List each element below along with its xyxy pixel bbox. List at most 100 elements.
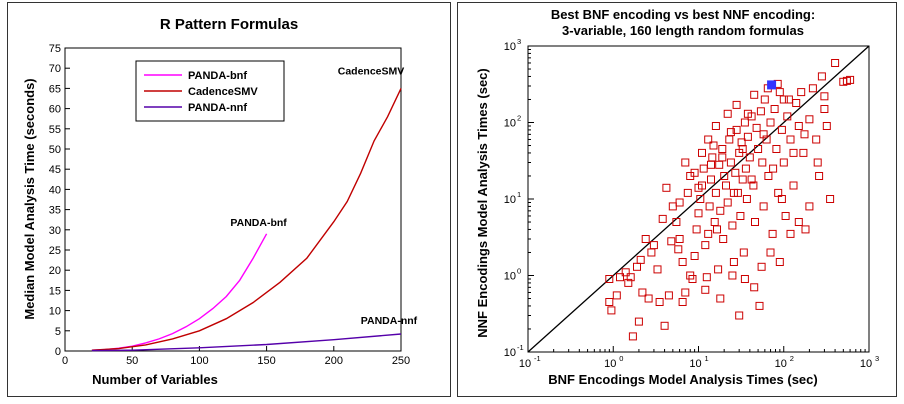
scatter-point	[699, 164, 708, 173]
y-tick-exponent: 3	[517, 37, 521, 46]
scatter-point	[667, 237, 676, 246]
scatter-point	[621, 268, 630, 277]
scatter-point	[794, 218, 803, 226]
x-tick-label: 250	[392, 355, 410, 367]
y-tick-label: 65	[49, 83, 61, 95]
x-tick-exponent: 1	[705, 354, 709, 363]
scatter-point	[752, 123, 761, 132]
scatter-point	[638, 288, 647, 297]
scatter-point	[831, 59, 840, 67]
scatter-point	[707, 175, 715, 184]
y-axis-label: Median Model Analysis Time (seconds)	[22, 78, 37, 319]
scatter-point	[751, 218, 759, 226]
scatter-point	[779, 158, 788, 167]
scatter-point	[634, 317, 643, 326]
scatter-point	[686, 271, 695, 280]
scatter-point	[783, 112, 792, 121]
scatter-point	[750, 90, 759, 99]
y-tick-label: 15	[49, 285, 61, 297]
y-tick-label: 5	[55, 326, 61, 338]
y-tick-label: 35	[49, 205, 61, 217]
y-tick-exponent: 2	[517, 114, 521, 123]
y-tick-label: 20	[49, 265, 61, 277]
scatter-point	[725, 135, 734, 144]
scatter-point	[723, 198, 732, 207]
x-tick-label: 100	[190, 355, 208, 367]
scatter-point	[732, 100, 741, 109]
y-tick-label: 55	[49, 124, 61, 136]
scatter-point	[792, 99, 801, 107]
scatter-point	[633, 262, 641, 271]
x-tick-label: 10	[519, 358, 531, 370]
legend-entry: PANDA-nnf	[188, 102, 247, 114]
scatter-point	[726, 158, 735, 167]
y-tick-label: 10	[504, 41, 516, 53]
scatter-point	[739, 248, 748, 257]
scatter-point	[705, 202, 714, 211]
x-tick-exponent: 3	[875, 354, 879, 363]
y-axis-label: NNF Encodings Model Analysis Times (sec)	[475, 68, 490, 337]
legend-entry: CadenceSMV	[188, 86, 258, 98]
scatter-point	[647, 248, 656, 257]
scatter-point	[820, 105, 829, 113]
scatter-point	[745, 153, 754, 162]
scatter-point	[740, 275, 749, 283]
y-tick-label: 10	[49, 306, 61, 318]
scatter-point	[759, 130, 768, 139]
scatter-point	[628, 332, 637, 341]
scatter-point	[815, 172, 824, 180]
scatter-point	[738, 175, 747, 184]
scatter-point	[704, 229, 713, 238]
scatter-point	[808, 84, 817, 93]
series-end-label: PANDA-nnf	[361, 315, 418, 327]
scatter-point	[658, 214, 667, 223]
y-tick-exponent: -1	[517, 343, 524, 352]
scatter-point	[711, 122, 720, 130]
scatter-point	[675, 235, 684, 243]
scatter-point	[755, 301, 764, 310]
scatter-point	[781, 212, 790, 220]
y-tick-label: 75	[49, 43, 61, 55]
scatter-point	[777, 125, 786, 134]
y-tick-label: 10	[504, 347, 516, 359]
scatter-point	[784, 95, 793, 104]
series-end-label: PANDA-bnf	[230, 217, 287, 229]
scatter-point	[729, 188, 738, 197]
scatter-point	[766, 248, 775, 257]
x-tick-exponent: -1	[534, 354, 541, 363]
scatter-point	[690, 168, 699, 177]
scatter-point	[749, 181, 758, 190]
scatter-point	[736, 212, 745, 220]
scatter-point	[846, 75, 855, 84]
scatter-point	[779, 95, 788, 104]
scatter-point	[733, 188, 742, 197]
right-chart-panel: Best BNF encoding vs best NNF encoding: …	[457, 2, 897, 397]
scatter-point	[728, 271, 737, 280]
scatter-point	[702, 273, 711, 282]
scatter-point	[789, 148, 798, 157]
scatter-point	[728, 221, 737, 230]
scatter-point	[675, 198, 684, 207]
scatter-point	[708, 153, 717, 162]
x-axis-label: Number of Variables	[92, 372, 218, 387]
y-tick-label: 60	[49, 104, 61, 116]
scatter-point	[789, 181, 798, 190]
highlight-point	[767, 80, 777, 90]
scatter-point	[716, 206, 725, 215]
scatter-point	[817, 72, 826, 81]
scatter-point	[694, 209, 703, 218]
scatter-point	[707, 160, 715, 169]
scatter-point	[672, 218, 681, 226]
scatter-point	[762, 135, 771, 144]
scatter-point	[758, 158, 767, 167]
chart-title: Best BNF encoding vs best NNF encoding:	[551, 7, 815, 22]
diagonal-line	[527, 45, 870, 353]
scatter-point	[660, 321, 669, 330]
scatter-point	[678, 258, 687, 266]
scatter-point	[729, 258, 738, 266]
scatter-point	[662, 183, 671, 192]
scatter-point	[690, 252, 699, 260]
scatter-point	[694, 183, 703, 192]
x-tick-label: 0	[62, 355, 68, 367]
series-line-panda-bnf	[91, 233, 268, 351]
